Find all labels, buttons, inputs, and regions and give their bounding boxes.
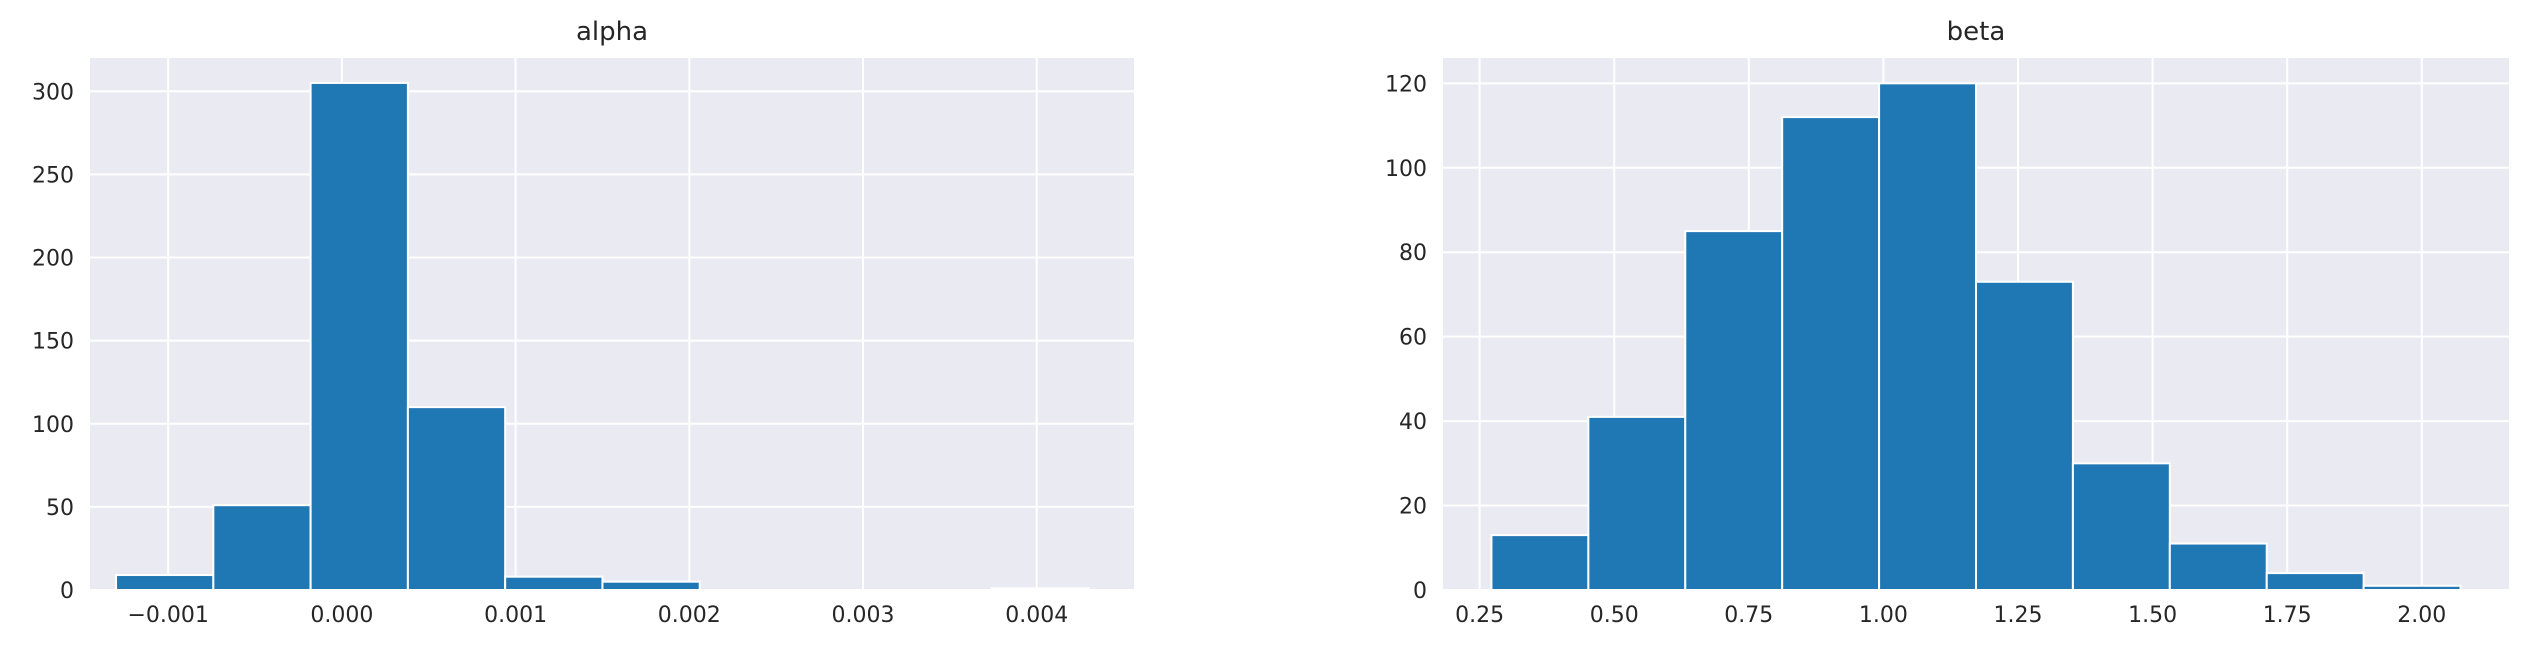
alpha-x-tick-label: 0.001 bbox=[484, 603, 547, 628]
beta-y-tick-label: 0 bbox=[1413, 579, 1427, 604]
alpha-y-tick-label: 100 bbox=[32, 413, 74, 438]
beta-bar bbox=[1878, 82, 1978, 591]
beta-x-tick-label: 0.50 bbox=[1590, 603, 1639, 628]
alpha-bar bbox=[115, 574, 215, 591]
beta-y-tick-label: 120 bbox=[1385, 72, 1427, 97]
alpha-bar bbox=[990, 587, 1090, 592]
alpha-y-tick-label: 300 bbox=[32, 80, 74, 105]
alpha-y-tick-label: 150 bbox=[32, 330, 74, 355]
alpha-y-tick-label: 0 bbox=[60, 579, 74, 604]
alpha-y-tick-label: 250 bbox=[32, 163, 74, 188]
beta-bar bbox=[2168, 542, 2268, 591]
alpha-y-tick-label: 200 bbox=[32, 247, 74, 272]
alpha-bar bbox=[601, 580, 701, 591]
alpha-bar bbox=[309, 81, 409, 591]
alpha-x-tick-label: 0.004 bbox=[1005, 603, 1068, 628]
beta-histogram-panel: 0.25 0.50 0.75 1.00 1.25 1.50 1.75 2.00 0 20 40 60 8… bbox=[1385, 17, 2509, 628]
beta-bar bbox=[1975, 280, 2074, 591]
beta-x-tick-label: 2.00 bbox=[2397, 603, 2446, 628]
beta-x-tick-label: 1.50 bbox=[2128, 603, 2177, 628]
beta-x-tick-label: 1.25 bbox=[1994, 603, 2043, 628]
beta-y-tick-label: 20 bbox=[1399, 495, 1427, 520]
beta-bar bbox=[1781, 116, 1881, 591]
alpha-chart-title: alpha bbox=[576, 17, 648, 47]
alpha-plot-area bbox=[90, 58, 1134, 590]
beta-y-tick-label: 80 bbox=[1399, 241, 1427, 266]
beta-bar bbox=[2362, 584, 2462, 591]
alpha-x-tick-label: −0.001 bbox=[127, 603, 208, 628]
beta-y-tick-label: 100 bbox=[1385, 157, 1427, 182]
beta-x-tick-label: 1.75 bbox=[2263, 603, 2312, 628]
alpha-bar bbox=[504, 575, 604, 592]
beta-bar bbox=[1684, 230, 1784, 591]
beta-x-tick-label: 1.00 bbox=[1859, 603, 1908, 628]
beta-y-tick-label: 40 bbox=[1399, 410, 1427, 435]
beta-bar bbox=[1490, 534, 1590, 591]
alpha-y-tick-label: 50 bbox=[46, 496, 74, 521]
beta-y-tick-label: 60 bbox=[1399, 326, 1427, 351]
alpha-histogram-panel: −0.001 0.000 0.001 0.002 0.003 0.004 0 50 100 150… bbox=[32, 17, 1134, 628]
beta-x-tick-label: 0.25 bbox=[1455, 603, 1504, 628]
alpha-x-tick-label: 0.002 bbox=[658, 603, 721, 628]
beta-bar bbox=[2071, 462, 2171, 592]
beta-chart-title: beta bbox=[1947, 17, 2006, 47]
alpha-x-tick-label: 0.003 bbox=[832, 603, 895, 628]
beta-bar bbox=[1587, 415, 1687, 591]
alpha-bar bbox=[406, 406, 507, 591]
beta-x-tick-label: 0.75 bbox=[1724, 603, 1773, 628]
beta-bar bbox=[2265, 572, 2365, 591]
alpha-x-tick-label: 0.000 bbox=[310, 603, 373, 628]
alpha-bar bbox=[212, 504, 312, 591]
